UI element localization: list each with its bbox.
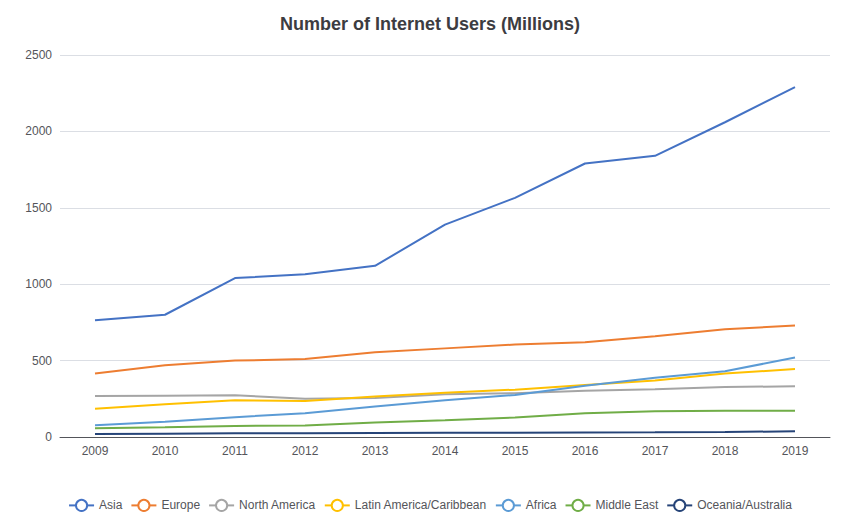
svg-text:2000: 2000 — [25, 124, 52, 138]
svg-text:2019: 2019 — [782, 444, 809, 458]
svg-text:Middle East: Middle East — [596, 498, 659, 512]
svg-text:2013: 2013 — [362, 444, 389, 458]
svg-text:2011: 2011 — [222, 444, 248, 458]
svg-text:2012: 2012 — [292, 444, 319, 458]
svg-text:Asia: Asia — [99, 498, 123, 512]
svg-text:0: 0 — [45, 430, 52, 444]
svg-text:North America: North America — [239, 498, 315, 512]
svg-text:Africa: Africa — [526, 498, 557, 512]
svg-text:2017: 2017 — [642, 444, 669, 458]
svg-text:2018: 2018 — [712, 444, 739, 458]
svg-text:500: 500 — [32, 354, 52, 368]
svg-text:Europe: Europe — [161, 498, 200, 512]
svg-text:Number of Internet Users (Mill: Number of Internet Users (Millions) — [280, 14, 580, 34]
svg-text:2500: 2500 — [25, 48, 52, 62]
svg-text:2015: 2015 — [502, 444, 529, 458]
svg-text:1500: 1500 — [25, 201, 52, 215]
svg-text:2016: 2016 — [572, 444, 599, 458]
svg-text:2009: 2009 — [82, 444, 109, 458]
svg-text:2010: 2010 — [152, 444, 179, 458]
svg-text:1000: 1000 — [25, 277, 52, 291]
svg-text:Oceania/Australia: Oceania/Australia — [697, 498, 792, 512]
svg-text:2014: 2014 — [432, 444, 459, 458]
svg-text:Latin America/Caribbean: Latin America/Caribbean — [355, 498, 486, 512]
